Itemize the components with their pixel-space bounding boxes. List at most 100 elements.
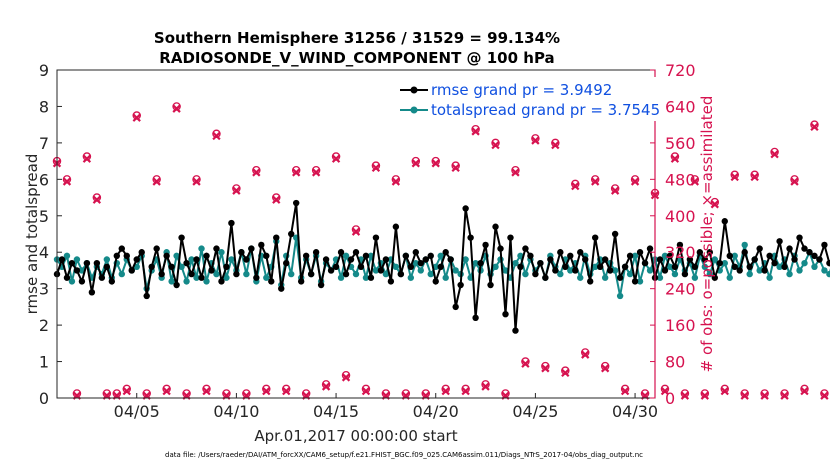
obs-assimilated-stroke xyxy=(800,386,809,396)
totalspread-point xyxy=(73,256,81,263)
rmse-point xyxy=(806,249,813,256)
totalspread-point xyxy=(203,278,210,285)
obs-assimilated-point xyxy=(800,386,809,396)
totalspread-point xyxy=(786,270,793,278)
obs-assimilated-point xyxy=(451,163,460,173)
obs-assimilated-point xyxy=(172,104,181,113)
totalspread-point xyxy=(198,245,205,252)
rmse-point xyxy=(103,263,111,270)
totalspread-point xyxy=(342,252,350,260)
y-left-tick-label: 0 xyxy=(39,389,49,408)
totalspread-point xyxy=(671,270,679,278)
totalspread-point xyxy=(183,278,190,285)
rmse-point xyxy=(472,314,479,322)
totalspread-point xyxy=(601,274,609,281)
obs-assimilated-stroke xyxy=(172,104,181,113)
obs-assimilated-point xyxy=(192,177,201,186)
rmse-point xyxy=(741,249,748,256)
totalspread-point xyxy=(796,267,803,274)
rmse-point xyxy=(542,274,549,281)
rmse-point xyxy=(596,263,604,270)
y-right-tick-label: 640 xyxy=(665,97,696,116)
obs-assimilated-point xyxy=(471,127,480,136)
rmse-point xyxy=(636,249,644,256)
obs-assimilated-stroke xyxy=(760,391,769,400)
totalspread-point xyxy=(392,263,400,270)
rmse-point xyxy=(88,289,96,296)
rmse-point xyxy=(108,278,116,285)
rmse-point xyxy=(791,256,798,263)
rmse-point xyxy=(582,256,589,263)
obs-assimilated-point xyxy=(92,195,102,204)
obs-assimilated-stroke xyxy=(541,364,550,373)
totalspread-point xyxy=(502,267,509,274)
totalspread-point xyxy=(721,259,728,267)
obs-assimilated-point xyxy=(232,186,241,195)
rmse-point xyxy=(387,278,395,285)
rmse-point xyxy=(796,234,803,241)
totalspread-point xyxy=(616,292,624,300)
totalspread-point xyxy=(522,270,529,278)
obs-assimilated-point xyxy=(620,386,630,396)
totalspread-point xyxy=(382,270,390,278)
obs-assimilated-stroke xyxy=(311,168,321,177)
obs-assimilated-stroke xyxy=(571,181,580,191)
obs-assimilated-stroke xyxy=(411,159,420,168)
totalspread-point xyxy=(173,252,180,260)
x-axis-label: Apr.01,2017 00:00:00 start xyxy=(254,427,457,445)
rmse-point xyxy=(557,249,564,256)
rmse-point xyxy=(183,259,190,267)
totalspread-point xyxy=(417,267,424,274)
obs-assimilated-stroke xyxy=(720,386,729,396)
totalspread-point xyxy=(691,274,699,281)
rmse-point xyxy=(567,252,574,260)
legend-rmse-label: rmse grand pr = 3.9492 xyxy=(431,81,612,99)
obs-assimilated-stroke xyxy=(262,386,271,396)
obs-assimilated-stroke xyxy=(591,177,600,186)
x-tick-label: 04/20 xyxy=(413,402,459,421)
totalspread-point xyxy=(188,256,195,263)
obs-assimilated-stroke xyxy=(82,154,92,163)
rmse-point xyxy=(452,303,459,311)
y-axis-right-label: # of obs: o=possible; ×=assimilated xyxy=(698,96,716,373)
rmse-point xyxy=(118,245,125,252)
obs-assimilated-point xyxy=(162,386,171,396)
rmse-point xyxy=(726,252,733,260)
obs-assimilated-point xyxy=(720,386,729,396)
obs-assimilated-point xyxy=(311,168,321,177)
y-right-tick-label: 0 xyxy=(665,389,675,408)
obs-assimilated-stroke xyxy=(122,386,131,396)
rmse-point xyxy=(686,256,694,263)
rmse-point xyxy=(826,259,830,267)
plot-area xyxy=(57,70,655,398)
rmse-point xyxy=(362,252,370,260)
obs-assimilated-stroke xyxy=(790,177,799,186)
totalspread-point xyxy=(372,267,380,274)
rmse-point xyxy=(58,256,66,263)
obs-assimilated-stroke xyxy=(620,386,630,396)
obs-assimilated-stroke xyxy=(750,172,759,182)
x-tick-label: 04/05 xyxy=(114,402,160,421)
totalspread-point xyxy=(263,274,270,281)
x-tick-label: 04/25 xyxy=(512,402,558,421)
obs-assimilated-stroke xyxy=(481,382,490,391)
rmse-point xyxy=(601,256,609,263)
rmse-point xyxy=(243,256,250,263)
obs-assimilated-stroke xyxy=(730,172,739,182)
rmse-point xyxy=(626,252,634,260)
rmse-point xyxy=(462,205,469,212)
rmse-point xyxy=(562,263,569,270)
rmse-point xyxy=(816,256,823,263)
obs-assimilated-point xyxy=(581,350,590,359)
rmse-point xyxy=(671,263,679,270)
obs-assimilated-point xyxy=(292,168,301,177)
rmse-point xyxy=(273,234,280,241)
totalspread-point xyxy=(801,259,808,267)
obs-assimilated-stroke xyxy=(282,386,291,396)
obs-assimilated-stroke xyxy=(770,150,779,159)
totalspread-point xyxy=(437,252,444,260)
rmse-point xyxy=(203,252,210,260)
totalspread-point xyxy=(706,270,714,278)
rmse-point xyxy=(307,270,315,278)
obs-assimilated-stroke xyxy=(581,350,590,359)
